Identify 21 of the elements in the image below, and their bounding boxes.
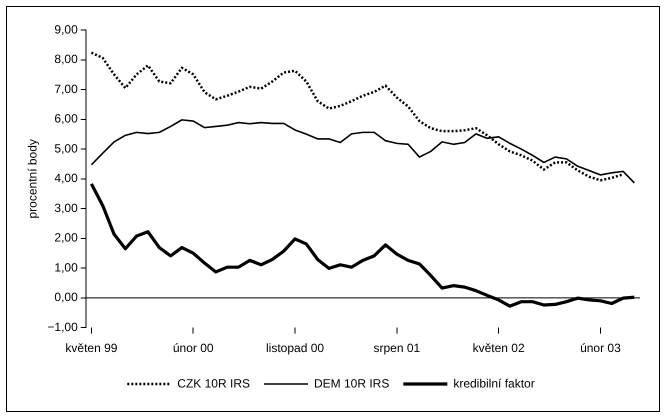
y-tick-label: −1,00 [47,320,78,334]
y-tick-label: 4,00 [54,171,78,186]
y-tick-label: 7,00 [54,82,78,96]
y-axis-title: procentní body [26,139,40,218]
y-tick-label: 1,00 [54,260,78,274]
x-tick-label: květen 02 [472,341,525,356]
legend-label: kredibilní faktor [453,376,535,390]
y-tick-label: 0,00 [54,290,78,304]
y-tick-label: 3,00 [54,200,78,215]
x-tick-label: únor 00 [172,341,214,356]
y-tick-label: 2,00 [54,230,78,245]
y-tick-label: 8,00 [54,52,78,66]
x-tick-label: únor 03 [580,341,622,356]
legend-label: DEM 10R IRS [314,376,390,390]
x-tick-label: srpen 01 [373,341,420,356]
legend-label: CZK 10R IRS [177,376,250,390]
x-tick-label: květen 99 [65,341,118,356]
y-tick-label: 6,00 [54,112,78,126]
y-tick-label: 5,00 [54,141,78,156]
x-tick-label: listopad 00 [266,341,324,356]
y-tick-label: 9,00 [54,22,78,36]
